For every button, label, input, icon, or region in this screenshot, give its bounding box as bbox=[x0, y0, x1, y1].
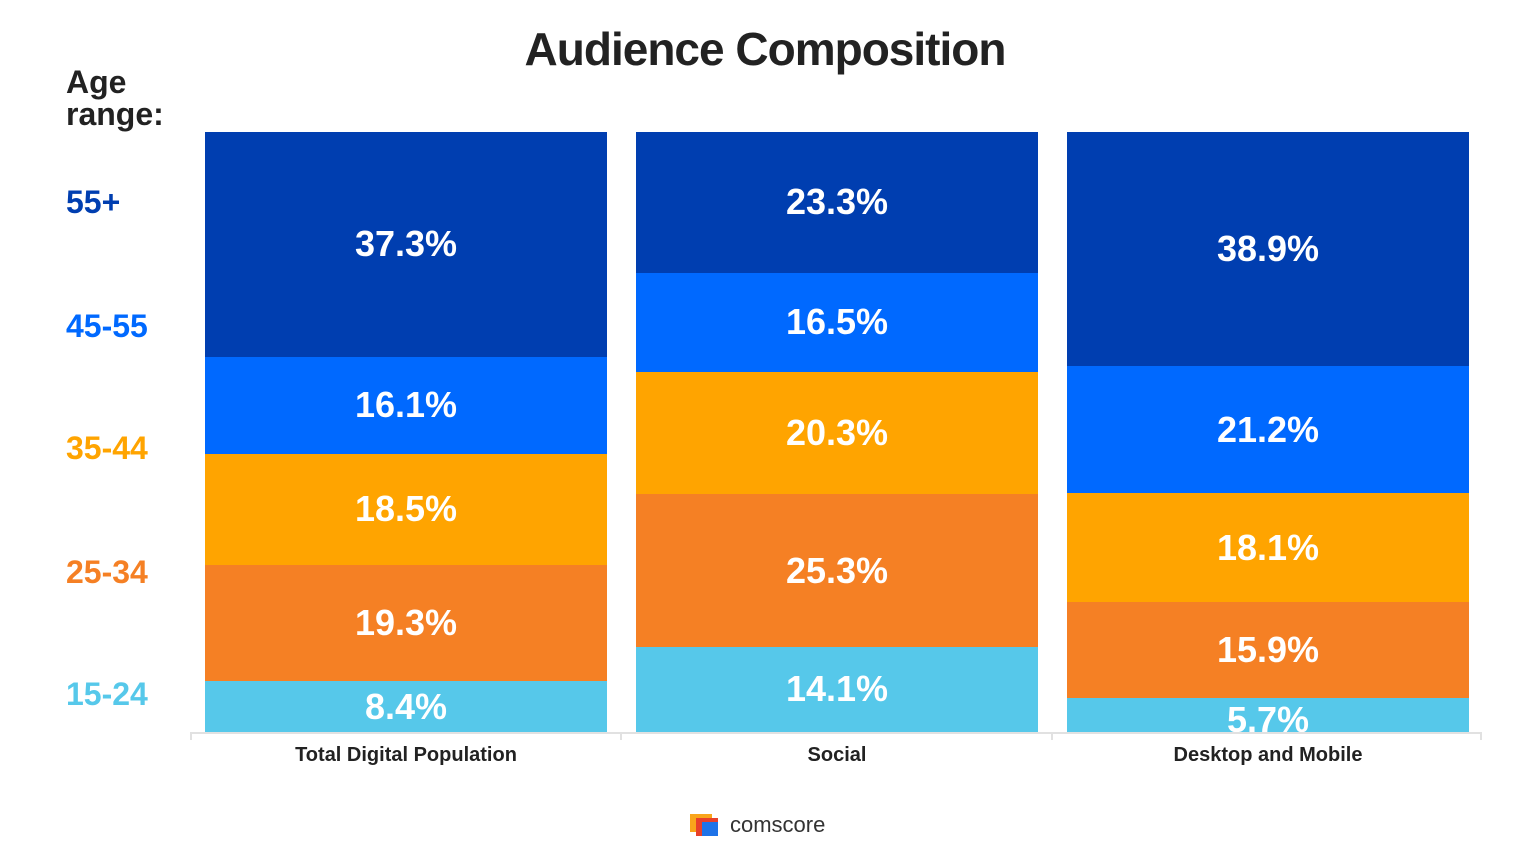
bar-segment: 18.5% bbox=[205, 453, 607, 566]
category-label: Desktop and Mobile bbox=[1173, 744, 1363, 766]
bar-segment: 16.1% bbox=[205, 356, 607, 454]
bar-segment: 19.3% bbox=[205, 565, 607, 682]
legend-item: 35-44 bbox=[66, 430, 148, 466]
bar-segment: 21.2% bbox=[1067, 365, 1469, 494]
bar-segment: 18.1% bbox=[1067, 493, 1469, 603]
comscore-logo-icon bbox=[690, 812, 720, 838]
data-label: 23.3% bbox=[785, 181, 889, 223]
source-brand: comscore bbox=[690, 810, 825, 840]
legend-title: Age range: bbox=[66, 64, 164, 132]
data-label: 19.3% bbox=[354, 602, 458, 644]
data-label: 18.1% bbox=[1216, 526, 1320, 568]
category-label: Total Digital Population bbox=[295, 744, 517, 766]
bar-segment: 14.1% bbox=[636, 646, 1038, 732]
data-label: 16.1% bbox=[354, 384, 458, 426]
x-axis-tick bbox=[190, 732, 192, 740]
bar-segment: 15.9% bbox=[1067, 602, 1469, 698]
x-axis-baseline bbox=[190, 732, 1482, 734]
data-label: 21.2% bbox=[1216, 408, 1320, 450]
chart-title: Audience Composition bbox=[524, 23, 1007, 75]
x-axis-tick bbox=[620, 732, 622, 740]
data-label: 20.3% bbox=[785, 412, 889, 454]
bar-segment: 38.9% bbox=[1067, 132, 1469, 366]
bar-segment: 23.3% bbox=[636, 132, 1038, 273]
bar-segment: 20.3% bbox=[636, 372, 1038, 495]
legend-item: 25-34 bbox=[66, 554, 148, 590]
legend-item: 15-24 bbox=[66, 676, 148, 712]
data-label: 5.7% bbox=[1226, 698, 1310, 740]
data-label: 15.9% bbox=[1216, 628, 1320, 670]
data-label: 8.4% bbox=[364, 685, 448, 727]
bar-segment: 8.4% bbox=[205, 681, 607, 732]
brand-name: comscore bbox=[730, 812, 826, 837]
category-label: Social bbox=[807, 744, 867, 766]
data-label: 37.3% bbox=[354, 223, 458, 265]
bar-segment: 25.3% bbox=[636, 494, 1038, 647]
data-label: 25.3% bbox=[785, 549, 889, 591]
legend-item: 55+ bbox=[66, 184, 121, 220]
bar-segment: 37.3% bbox=[205, 132, 607, 357]
legend-item: 45-55 bbox=[66, 308, 148, 344]
bar-segment: 16.5% bbox=[636, 272, 1038, 372]
x-axis-tick bbox=[1051, 732, 1053, 740]
data-label: 14.1% bbox=[785, 668, 889, 710]
data-label: 18.5% bbox=[354, 488, 458, 530]
x-axis-tick bbox=[1480, 732, 1482, 740]
data-label: 38.9% bbox=[1216, 227, 1320, 269]
bar-segment: 5.7% bbox=[1067, 697, 1469, 740]
data-label: 16.5% bbox=[785, 301, 889, 343]
